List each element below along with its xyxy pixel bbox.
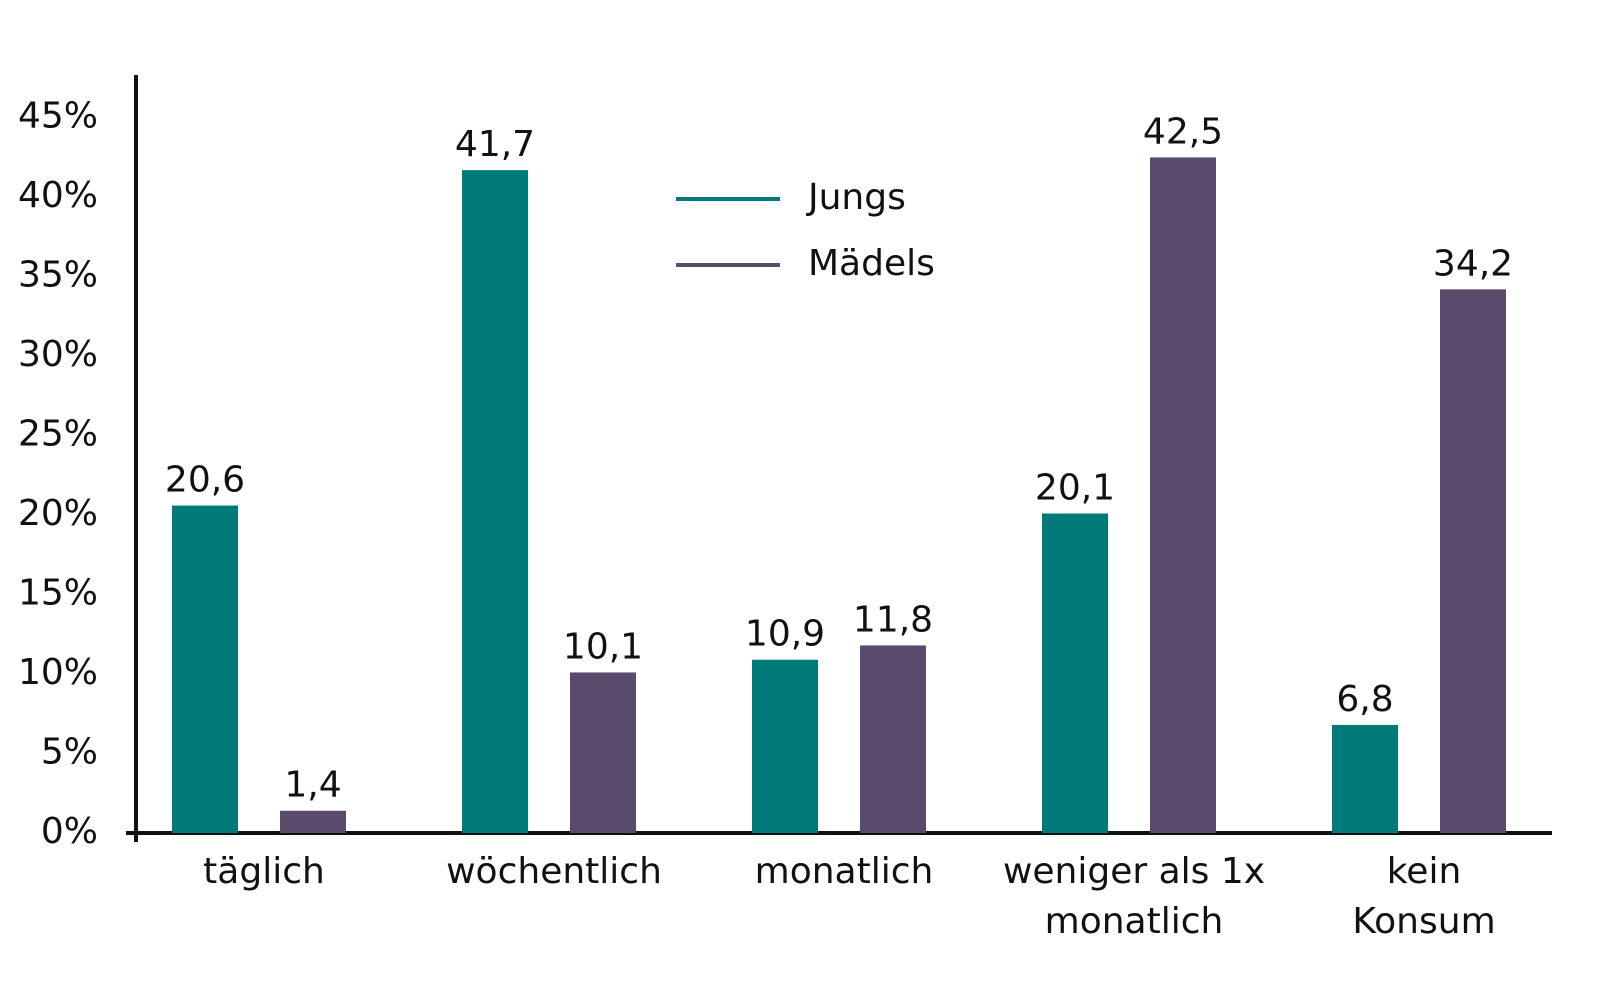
value-label: 1,4 [284, 765, 341, 806]
x-tick-label: täglich [203, 851, 325, 892]
bar [860, 645, 926, 833]
bar [280, 810, 346, 833]
bar [172, 505, 238, 833]
value-label: 10,9 [745, 614, 825, 655]
value-label: 41,7 [455, 124, 535, 165]
y-tick-label: 0% [41, 811, 98, 852]
y-tick-label: 25% [18, 414, 98, 455]
x-tick-label: kein Konsum [1352, 851, 1495, 942]
value-label: 10,1 [563, 626, 643, 667]
y-tick-label: 15% [18, 573, 98, 614]
x-tick-label: weniger als 1x monatlich [1003, 851, 1265, 942]
value-label: 42,5 [1143, 111, 1223, 152]
y-tick-label: 45% [18, 96, 98, 137]
x-tick-label: wöchentlich [446, 851, 662, 892]
value-label: 6,8 [1336, 679, 1393, 720]
value-label: 11,8 [853, 599, 933, 640]
value-label: 20,6 [165, 460, 245, 501]
y-tick-label: 5% [41, 732, 98, 773]
value-label: 34,2 [1433, 243, 1513, 284]
bar [1332, 724, 1398, 833]
bar [570, 672, 636, 833]
bar [1150, 157, 1216, 834]
legend-label: Jungs [806, 177, 906, 218]
y-tick-label: 30% [18, 334, 98, 375]
bar [1440, 289, 1506, 833]
x-tick-label: monatlich [755, 851, 934, 892]
y-tick-label: 10% [18, 652, 98, 693]
bar [752, 659, 818, 833]
legend-label: Mädels [808, 243, 935, 284]
bar [1042, 513, 1108, 833]
bar [462, 170, 528, 834]
y-tick-label: 40% [18, 175, 98, 216]
y-tick-label: 20% [18, 493, 98, 534]
value-label: 20,1 [1035, 467, 1115, 508]
y-tick-label: 35% [18, 255, 98, 296]
